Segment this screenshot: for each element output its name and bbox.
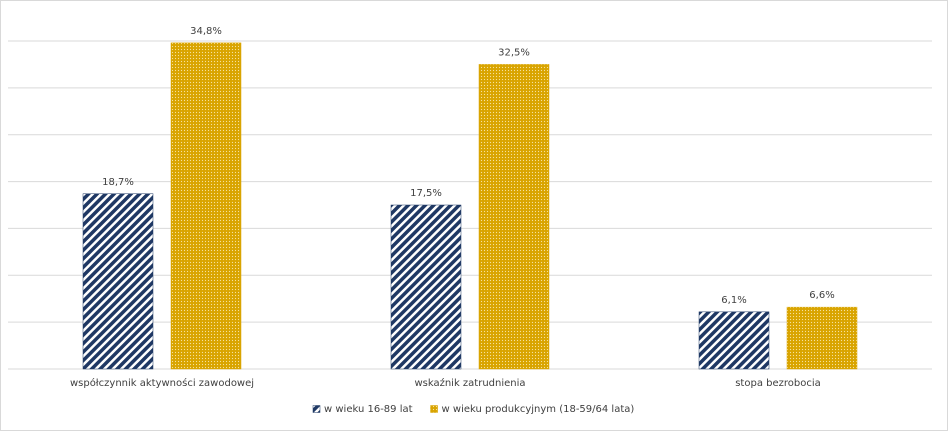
- bar: [698, 311, 770, 370]
- bar: [390, 204, 462, 370]
- value-label: 6,1%: [721, 295, 746, 306]
- value-label: 17,5%: [410, 188, 442, 199]
- bar: [786, 306, 858, 370]
- value-label: 32,5%: [498, 47, 530, 58]
- legend-label: w wieku 16-89 lat: [324, 404, 413, 415]
- bar: [478, 64, 550, 370]
- legend-swatch: [312, 405, 321, 413]
- x-tick-label: wskaźnik zatrudnienia: [414, 377, 525, 389]
- value-label: 18,7%: [102, 177, 134, 188]
- legend-label: w wieku produkcyjnym (18-59/64 lata): [442, 404, 635, 415]
- bar: [82, 193, 154, 370]
- x-tick-label: stopa bezrobocia: [735, 378, 821, 389]
- value-label: 6,6%: [809, 290, 834, 301]
- legend-swatch: [430, 405, 438, 413]
- bar: [170, 42, 242, 370]
- x-tick-label: współczynnik aktywności zawodowej: [70, 377, 254, 389]
- value-label: 34,8%: [190, 26, 222, 37]
